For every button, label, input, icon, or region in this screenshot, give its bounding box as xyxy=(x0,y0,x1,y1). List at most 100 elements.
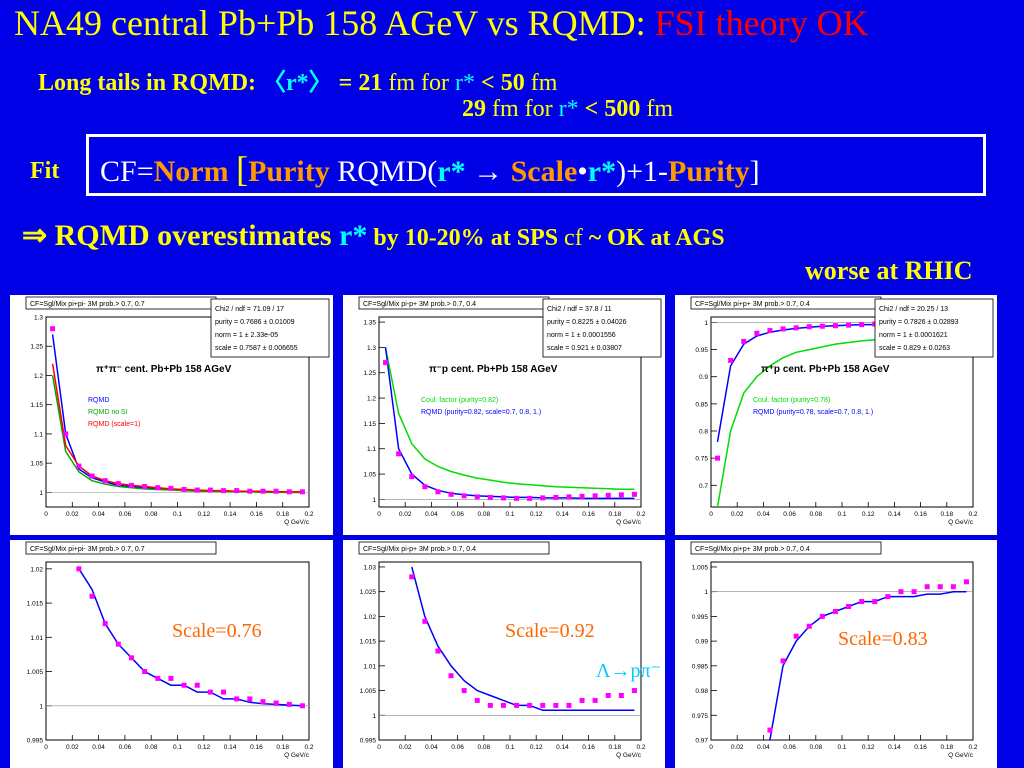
panel-label: π⁻p cent. Pb+Pb 158 AGeV xyxy=(429,364,558,375)
slide-title: NA49 central Pb+Pb 158 AGeV vs RQMD: FSI… xyxy=(14,2,869,44)
x-tick-label: 0.04 xyxy=(425,511,438,518)
concl2-rhic: RHIC xyxy=(904,256,973,285)
data-point xyxy=(142,484,148,490)
x-tick-label: 0.08 xyxy=(145,744,158,751)
formula-rqmd: RQMD( xyxy=(329,155,438,188)
data-point xyxy=(514,702,520,708)
data-point xyxy=(286,701,292,707)
data-point xyxy=(527,702,533,708)
x-tick-label: 0.2 xyxy=(304,744,313,751)
data-point xyxy=(540,495,546,501)
concl-pct: 10-20% xyxy=(404,225,485,251)
data-point xyxy=(115,641,121,647)
y-tick-label: 1.015 xyxy=(360,639,377,646)
data-point xyxy=(846,604,852,609)
x-tick-label: 0.1 xyxy=(505,511,514,518)
x-tick-label: 0.2 xyxy=(636,511,645,518)
data-point xyxy=(63,431,69,437)
data-point xyxy=(448,491,454,497)
y-tick-label: 1.01 xyxy=(30,635,43,642)
panel-title: CF=Sgl/Mix pi+pi- 3M prob.> 0.7, 0.7 xyxy=(30,546,145,553)
data-point xyxy=(618,492,624,498)
x-tick-label: 0.06 xyxy=(451,511,464,518)
panel-title-box xyxy=(25,541,217,555)
stats-box xyxy=(210,298,330,358)
stats-line: Chi2 / ndf = 20.25 / 13 xyxy=(879,306,948,313)
x-tick-label: 0.06 xyxy=(119,511,132,518)
data-point xyxy=(579,493,585,499)
title-fsi: FSI theory OK xyxy=(654,3,869,43)
data-point xyxy=(793,325,799,331)
data-point xyxy=(435,648,441,654)
data-point xyxy=(872,599,878,605)
chart-panel-pipi-bottom: CF=Sgl/Mix pi+pi- 3M prob.> 0.7, 0.7 0 0.0… xyxy=(10,540,333,768)
x-tick-label: 0.18 xyxy=(608,511,621,518)
data-point xyxy=(846,322,852,328)
data-point xyxy=(859,599,865,605)
fit-box xyxy=(86,134,986,196)
x-tick-label: 0.04 xyxy=(92,511,105,518)
data-point xyxy=(221,689,227,695)
data-point xyxy=(592,697,598,703)
stats-line: Chi2 / ndf = 37.8 / 11 xyxy=(547,306,612,313)
x-tick-label: 0.12 xyxy=(197,511,210,518)
x-tick-label: 0.14 xyxy=(888,511,901,518)
data-point xyxy=(155,485,161,491)
x-tick-label: 0.16 xyxy=(250,744,263,751)
data-point xyxy=(924,584,930,590)
y-tick-label: 1.02 xyxy=(363,614,376,621)
conclusion-line: ⇒ RQMD overestimates r* by 10-20% at SPS… xyxy=(22,218,725,253)
data-point xyxy=(194,682,200,688)
concl-text: RQMD overestimates xyxy=(47,219,339,252)
x-tick-label: 0.18 xyxy=(940,511,953,518)
x-tick-label: 0.12 xyxy=(862,744,875,751)
line3-r: r* xyxy=(558,96,579,122)
panel-title: CF=Sgl/Mix pi+pi- 3M prob.> 0.7, 0.7 xyxy=(30,301,145,308)
concl-cf: cf xyxy=(558,225,589,251)
panel-title-box xyxy=(690,541,882,555)
data-point xyxy=(540,702,546,708)
data-point xyxy=(422,618,428,624)
data-point xyxy=(221,488,227,494)
plot-frame xyxy=(45,561,310,741)
x-tick-label: 0.02 xyxy=(399,511,412,518)
series-line xyxy=(384,347,635,491)
x-tick-label: 0.06 xyxy=(783,744,796,751)
formula-r2: r* xyxy=(587,155,617,188)
data-point xyxy=(234,696,240,702)
y-tick-label: 1.05 xyxy=(30,461,43,468)
y-tick-label: 1.2 xyxy=(367,396,376,403)
y-tick-label: 1.2 xyxy=(34,373,43,380)
data-point xyxy=(168,675,174,681)
data-point xyxy=(780,326,786,332)
data-point xyxy=(102,621,108,627)
y-tick-label: 1.02 xyxy=(30,566,43,573)
data-point xyxy=(832,323,838,329)
concl-at: at xyxy=(484,225,517,251)
x-tick-label: 0.12 xyxy=(197,744,210,751)
data-point xyxy=(605,693,611,698)
x-tick-label: 0.2 xyxy=(636,744,645,751)
x-tick-label: 0.08 xyxy=(809,511,822,518)
data-point xyxy=(631,688,637,694)
y-tick-label: 0.995 xyxy=(692,614,709,621)
x-axis-label: Q GeV/c xyxy=(948,752,974,759)
data-point xyxy=(500,495,506,501)
data-point xyxy=(409,574,415,580)
x-tick-label: 0 xyxy=(377,511,381,518)
data-point xyxy=(207,487,213,493)
data-point xyxy=(448,673,454,679)
stats-line: purity = 0.7686 ± 0.01009 xyxy=(215,319,295,326)
y-tick-label: 1 xyxy=(372,713,376,720)
x-tick-label: 0.04 xyxy=(425,744,438,751)
stats-line: norm = 1 ± 0.0001621 xyxy=(879,332,948,339)
x-tick-label: 0.16 xyxy=(250,511,263,518)
data-point xyxy=(474,697,480,703)
data-point xyxy=(885,594,891,600)
x-tick-label: 0 xyxy=(377,744,381,751)
legend-entry: Coul. factor (purity=0.82) xyxy=(421,397,498,404)
chart-panel-pipp-top: CF=Sgl/Mix pi+p+ 3M prob.> 0.7, 0.4 0 0.02… xyxy=(675,295,997,535)
tails-fm: fm xyxy=(530,70,558,96)
data-point xyxy=(260,488,266,494)
x-tick-label: 0.12 xyxy=(530,744,543,751)
